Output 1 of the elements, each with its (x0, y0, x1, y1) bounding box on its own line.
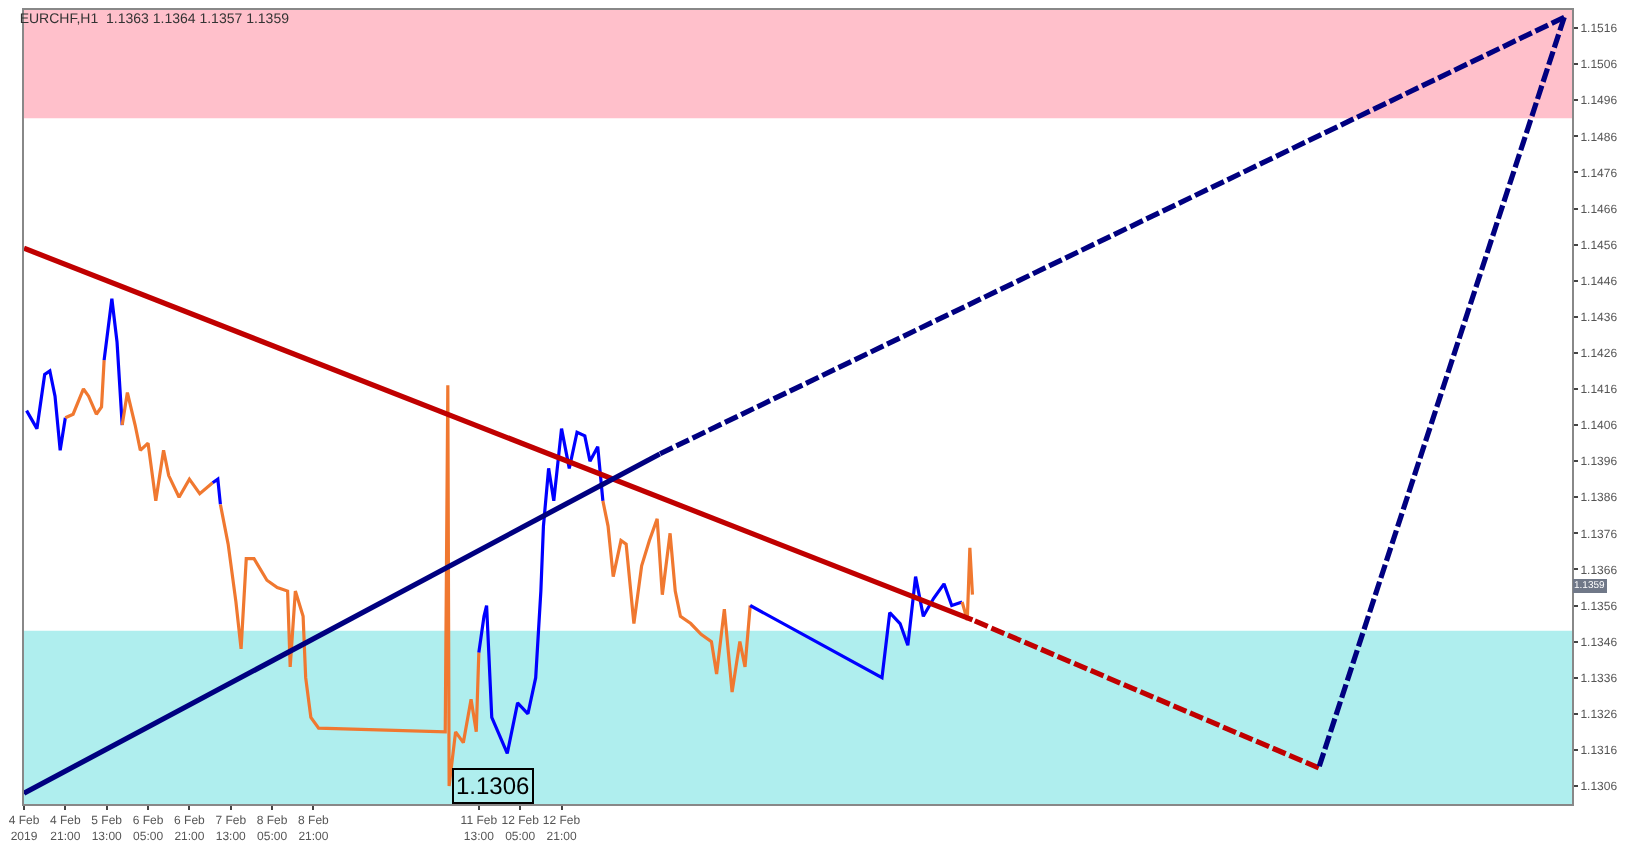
annotation: 1.1306 (456, 772, 531, 800)
